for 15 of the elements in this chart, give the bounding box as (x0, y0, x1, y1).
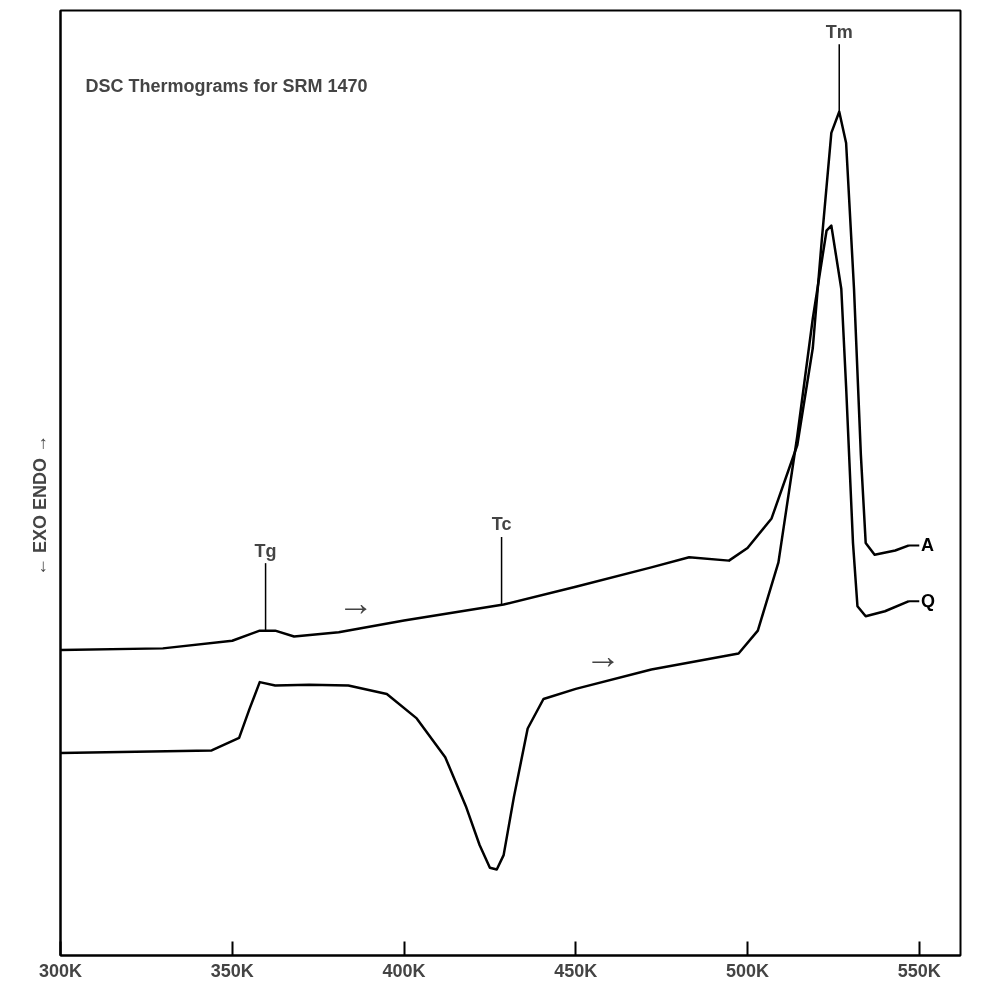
x-tick-label: 300K (38, 960, 83, 981)
x-tick-label: 500K (726, 960, 770, 981)
x-tick-label: 450K (554, 960, 598, 981)
legend-label: A (921, 535, 934, 556)
chart-title: DSC Thermograms for SRM 1470 (85, 75, 368, 96)
x-tick-label: 550K (897, 960, 941, 981)
x-tick-label: 400K (382, 960, 426, 981)
annotation: Tg (254, 540, 277, 561)
annotation: → (337, 581, 374, 623)
x-tick-label: 350K (210, 960, 254, 981)
annotation: → (585, 635, 622, 677)
annotation: Tc (491, 514, 512, 535)
annotation: Tm (825, 21, 853, 42)
legend-label: Q (921, 591, 936, 612)
y-axis-title: ← EXO ENDO → (29, 434, 50, 577)
